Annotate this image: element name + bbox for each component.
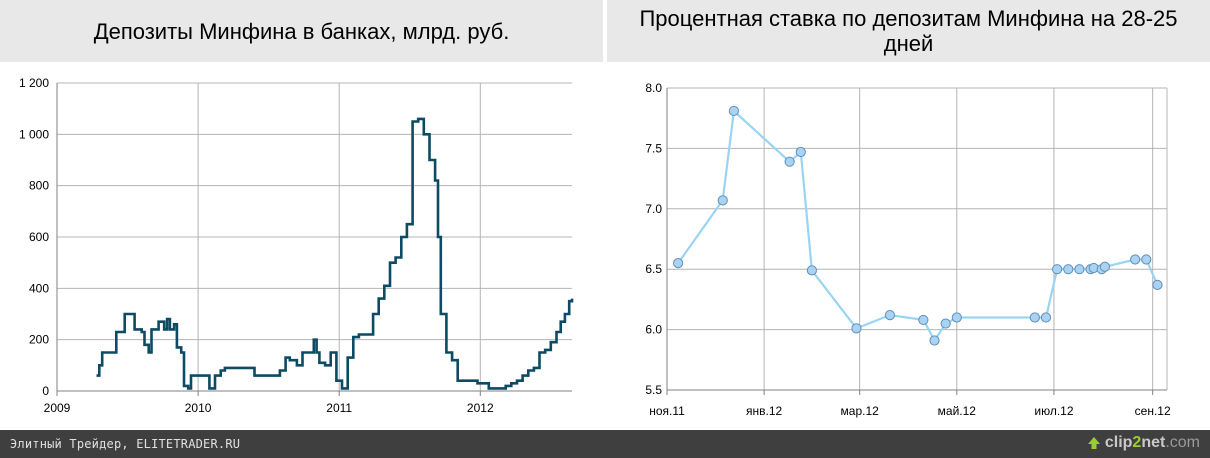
y-tick-label: 6.5 <box>645 262 662 276</box>
brand-tld: .com <box>1165 434 1200 451</box>
rate-data-point <box>1152 279 1163 291</box>
rate-data-point <box>806 265 818 276</box>
y-tick-label: 7.0 <box>645 202 662 216</box>
left-chart-title: Депозиты Минфина в банках, млрд. руб. <box>0 0 603 62</box>
right-chart-title: Процентная ставка по депозитам Минфина н… <box>607 0 1210 62</box>
rate-data-point <box>940 318 951 329</box>
rate-data-point <box>884 310 896 321</box>
footer-credit: Элитный Трейдер, ELITETRADER.RU <box>10 437 241 451</box>
brand-suffix: net <box>1141 434 1166 451</box>
y-tick-label: 7.5 <box>645 141 662 155</box>
rate-data-point <box>1052 264 1063 275</box>
y-tick-label: 200 <box>29 333 49 347</box>
x-tick-label: 2010 <box>185 401 212 415</box>
y-tick-label: 8.0 <box>645 81 662 95</box>
title-separator <box>603 0 607 62</box>
rate-data-point <box>1040 312 1052 323</box>
rate-data-point <box>1074 264 1085 275</box>
clip2net-wordmark: clip2net.com <box>1105 434 1200 452</box>
y-tick-label: 800 <box>29 179 49 193</box>
y-tick-label: 6.0 <box>645 323 662 337</box>
right-chart-title-text: Процентная ставка по депозитам Минфина н… <box>639 6 1178 56</box>
rate-data-point <box>728 105 739 117</box>
x-tick-label: 2012 <box>467 401 494 415</box>
rate-data-point <box>929 335 940 346</box>
rate-series-line <box>677 109 1159 342</box>
rate-data-point <box>1063 264 1074 275</box>
y-tick-label: 1 200 <box>19 76 49 90</box>
footer-bar: Элитный Трейдер, ELITETRADER.RU clip2net… <box>0 430 1210 458</box>
y-tick-label: 600 <box>29 230 49 244</box>
rate-data-point <box>673 258 684 269</box>
rate-data-point <box>1130 254 1141 265</box>
deposits-chart: 0 200 400 600 800 1 000 1 200 2009 2010 2011 2012 <box>19 76 574 415</box>
brand-mid: 2 <box>1132 434 1142 451</box>
clip2net-logo[interactable]: clip2net.com <box>1087 434 1200 452</box>
x-tick-label: мар.12 <box>841 404 880 418</box>
x-tick-label: 2011 <box>326 401 352 415</box>
y-tick-label: 1 000 <box>19 127 49 141</box>
deposits-series-line <box>96 117 574 390</box>
left-chart-title-text: Депозиты Минфина в банках, млрд. руб. <box>93 18 510 44</box>
x-tick-label: ноя.11 <box>649 404 685 418</box>
x-tick-label: май.12 <box>938 404 977 418</box>
rate-data-point <box>951 312 962 323</box>
x-tick-label: сен.12 <box>1135 404 1171 418</box>
rate-data-point <box>1099 261 1110 272</box>
brand-prefix: clip <box>1104 434 1133 451</box>
rate-data-point <box>918 314 929 326</box>
y-tick-label: 5.5 <box>645 383 662 397</box>
x-tick-label: янв.12 <box>746 404 783 418</box>
rate-data-point <box>1141 254 1152 265</box>
y-tick-label: 0 <box>42 384 49 398</box>
rate-data-point <box>851 323 862 334</box>
rate-data-point <box>784 156 795 167</box>
rate-data-point <box>795 146 806 158</box>
x-tick-label: июл.12 <box>1034 404 1073 418</box>
rate-chart: 5.5 6.0 6.5 7.0 7.5 8.0 ноя.11 янв.12 мар.12 май.… <box>645 81 1171 418</box>
rate-data-point <box>1029 312 1040 323</box>
y-tick-label: 400 <box>29 281 49 295</box>
rate-data-point <box>717 195 728 206</box>
x-tick-label: 2009 <box>44 401 71 415</box>
upload-arrow-icon <box>1087 437 1100 449</box>
